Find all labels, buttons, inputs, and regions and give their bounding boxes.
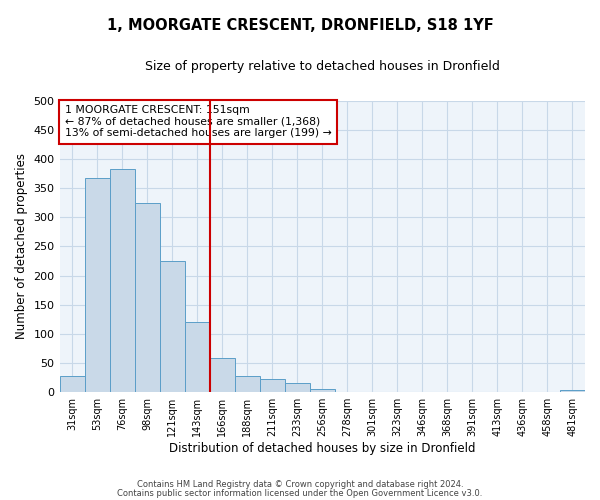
Bar bbox=[235, 376, 260, 392]
Text: 1, MOORGATE CRESCENT, DRONFIELD, S18 1YF: 1, MOORGATE CRESCENT, DRONFIELD, S18 1YF bbox=[107, 18, 493, 32]
Bar bbox=[85, 178, 110, 392]
Bar bbox=[310, 390, 335, 392]
Text: 1 MOORGATE CRESCENT: 151sqm
← 87% of detached houses are smaller (1,368)
13% of : 1 MOORGATE CRESCENT: 151sqm ← 87% of det… bbox=[65, 105, 332, 138]
X-axis label: Distribution of detached houses by size in Dronfield: Distribution of detached houses by size … bbox=[169, 442, 476, 455]
Text: Contains HM Land Registry data © Crown copyright and database right 2024.: Contains HM Land Registry data © Crown c… bbox=[137, 480, 463, 489]
Bar bbox=[134, 202, 160, 392]
Bar bbox=[59, 376, 85, 392]
Bar bbox=[160, 261, 185, 392]
Bar bbox=[285, 383, 310, 392]
Bar bbox=[110, 169, 134, 392]
Bar bbox=[260, 380, 285, 392]
Bar bbox=[209, 358, 235, 392]
Title: Size of property relative to detached houses in Dronfield: Size of property relative to detached ho… bbox=[145, 60, 500, 73]
Y-axis label: Number of detached properties: Number of detached properties bbox=[15, 154, 28, 340]
Text: Contains public sector information licensed under the Open Government Licence v3: Contains public sector information licen… bbox=[118, 488, 482, 498]
Bar bbox=[185, 322, 209, 392]
Bar bbox=[560, 390, 585, 392]
